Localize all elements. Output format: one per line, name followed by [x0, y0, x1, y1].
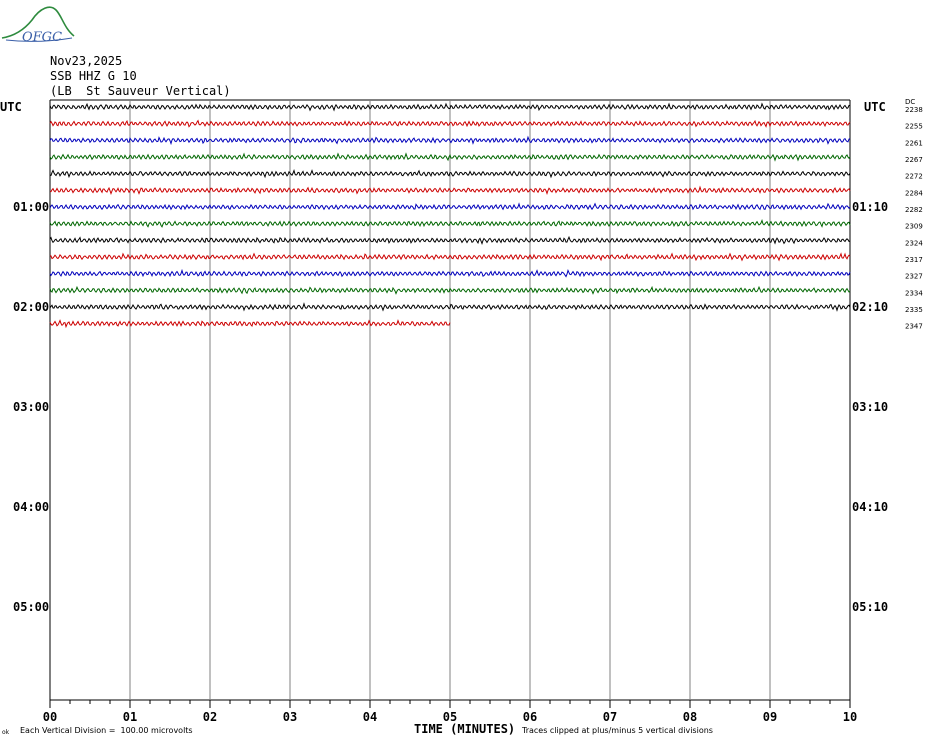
scale-note: Each Vertical Division = 100.00 microvol… — [20, 726, 193, 735]
dc-value: 2324 — [905, 239, 923, 247]
corner-mark: ok — [2, 729, 10, 736]
trace-layer — [49, 102, 851, 329]
x-tick-label: 07 — [603, 710, 617, 724]
left-time-label: UTC — [0, 100, 22, 114]
trace-row-8 — [49, 235, 851, 246]
left-time-label: 02:00 — [13, 300, 49, 314]
dc-value: 2272 — [905, 173, 923, 181]
clip-note: Traces clipped at plus/minus 5 vertical … — [522, 726, 713, 735]
dc-value: 2267 — [905, 156, 923, 164]
dc-value: 2261 — [905, 139, 923, 147]
dc-value: 2317 — [905, 256, 923, 264]
right-time-label: 05:10 — [852, 600, 888, 614]
trace-row-5 — [50, 185, 851, 196]
header-station: SSB HHZ G 10 — [50, 69, 137, 83]
header-location: (LB St Sauveur Vertical) — [50, 84, 231, 98]
grid-layer — [49, 99, 851, 708]
trace-row-10 — [49, 268, 851, 278]
trace-row-12 — [49, 302, 851, 312]
x-tick-label: 10 — [843, 710, 857, 724]
x-tick-label: 00 — [43, 710, 57, 724]
right-time-label: 03:10 — [852, 400, 888, 414]
x-tick-label: 05 — [443, 710, 457, 724]
logo-mountain-curve — [1, 6, 75, 39]
dc-value: 2347 — [905, 323, 923, 331]
header-date: Nov23,2025 — [50, 54, 123, 68]
x-tick-label: 03 — [283, 710, 297, 724]
x-tick-label: 01 — [123, 710, 137, 724]
trace-row-3 — [49, 152, 851, 162]
trace-row-1 — [49, 119, 851, 128]
right-time-label: 01:10 — [852, 200, 888, 214]
x-tick-label: 08 — [683, 710, 697, 724]
trace-row-6 — [49, 202, 851, 211]
right-time-label: 02:10 — [852, 300, 888, 314]
x-tick-label: 04 — [363, 710, 377, 724]
trace-row-7 — [49, 218, 851, 228]
chart-header: Nov23,2025 SSB HHZ G 10 (LB St Sauveur V… — [50, 54, 231, 99]
dc-value: 2255 — [905, 123, 923, 131]
x-tick-label: 06 — [523, 710, 537, 724]
dc-value: 2238 — [905, 106, 923, 114]
left-time-label: 05:00 — [13, 600, 49, 614]
dc-value: 2334 — [905, 289, 923, 297]
dc-value: 2284 — [905, 189, 923, 197]
x-axis-title: TIME (MINUTES) — [414, 722, 516, 736]
dc-value: 2335 — [905, 306, 923, 314]
logo-swoosh — [5, 37, 73, 42]
trace-row-4 — [49, 168, 851, 179]
label-layer: 00 01 02 03 04 05 06 07 08 09 10 UTC 01:00 02:00 03:00… — [0, 98, 923, 724]
trace-row-11 — [49, 285, 851, 295]
x-tick-label: 09 — [763, 710, 777, 724]
right-time-label: UTC — [864, 100, 886, 114]
logo-text: OFGC — [22, 30, 62, 45]
trace-row-2 — [49, 135, 851, 146]
dc-header: DC — [905, 98, 915, 106]
right-time-label: 04:10 — [852, 500, 888, 514]
dc-value: 2282 — [905, 206, 923, 214]
trace-row-0 — [49, 102, 851, 112]
ofgc-logo: OFGC — [1, 6, 75, 45]
left-time-label: 03:00 — [13, 400, 49, 414]
x-tick-label: 02 — [203, 710, 217, 724]
trace-row-13 — [49, 319, 451, 329]
trace-row-9 — [49, 252, 851, 262]
left-time-label: 04:00 — [13, 500, 49, 514]
dc-value: 2309 — [905, 223, 923, 231]
left-time-label: 01:00 — [13, 200, 49, 214]
dc-value: 2327 — [905, 273, 923, 281]
